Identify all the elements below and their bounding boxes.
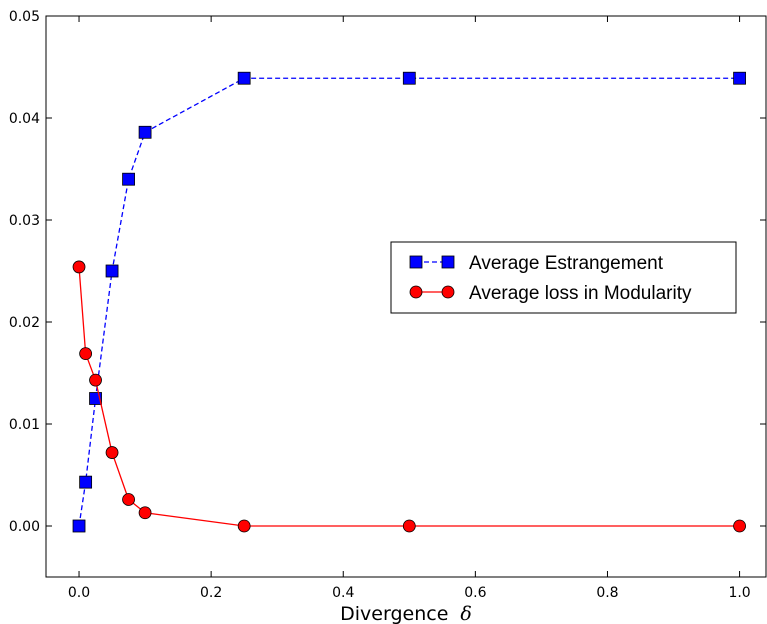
legend-marker: [409, 285, 423, 299]
legend-box: [390, 241, 737, 314]
legend-label: Average loss in Modularity: [469, 283, 692, 304]
y-tick-label: 0.05: [9, 9, 40, 25]
data-point-modularity-loss: [237, 519, 251, 533]
y-tick-label: 0.01: [9, 417, 40, 433]
x-tick-label: 0.6: [464, 585, 486, 601]
x-tick-label: 0.4: [332, 585, 354, 601]
series-layer: [72, 71, 746, 533]
y-tick-label: 0.03: [9, 213, 40, 229]
y-tick-label: 0.04: [9, 111, 40, 127]
legend-entry-estrangement: Average Estrangement: [409, 253, 664, 274]
data-point-modularity-loss: [733, 519, 746, 533]
data-point-modularity-loss: [72, 260, 86, 274]
data-point-estrangement: [138, 125, 152, 139]
data-point-modularity-loss: [402, 519, 416, 533]
data-point-estrangement: [237, 71, 251, 85]
legend-marker: [441, 255, 455, 269]
y-tick-label: 0.02: [9, 315, 40, 331]
data-point-estrangement: [72, 519, 86, 533]
data-point-estrangement: [122, 172, 135, 186]
data-point-modularity-loss: [122, 493, 135, 506]
x-tick-label: 0.2: [200, 585, 222, 601]
data-point-modularity-loss: [138, 506, 152, 520]
data-point-modularity-loss: [89, 373, 102, 387]
legend-entry-modularity-loss: Average loss in Modularity: [409, 283, 692, 304]
series-line-estrangement: [78, 77, 740, 527]
series-modularity-loss: [72, 260, 746, 533]
y-axis-ticks: 0.00 0.01 0.02 0.03 0.04 0.05: [9, 9, 766, 535]
data-point-estrangement: [402, 71, 416, 85]
x-axis-label: Divergence δ: [340, 603, 472, 624]
x-axis-label-symbol: δ: [460, 603, 471, 624]
data-point-estrangement: [733, 71, 746, 85]
x-tick-label: 0.0: [68, 585, 90, 601]
x-axis-ticks: 0.0 0.2 0.4 0.6 0.8 1.0: [68, 16, 751, 601]
legend: Average Estrangement Average loss in Modu…: [390, 241, 737, 314]
x-axis-label-text: Divergence: [340, 603, 448, 624]
y-tick-label: 0.00: [9, 519, 40, 535]
data-point-modularity-loss: [79, 347, 93, 361]
x-tick-label: 0.8: [596, 585, 618, 601]
legend-marker: [409, 255, 423, 269]
series-estrangement: [72, 71, 746, 533]
legend-marker: [441, 285, 455, 299]
data-point-estrangement: [105, 264, 119, 278]
data-point-modularity-loss: [105, 446, 119, 459]
data-point-estrangement: [79, 475, 93, 489]
x-tick-label: 1.0: [728, 585, 750, 601]
legend-label: Average Estrangement: [469, 253, 664, 274]
